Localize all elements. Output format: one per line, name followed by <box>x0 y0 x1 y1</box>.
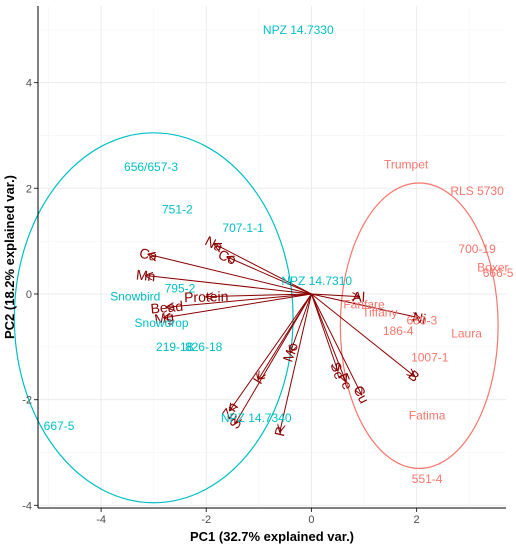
loading-arrow <box>206 294 312 297</box>
sample-label: 219-18 <box>156 340 194 354</box>
sample-labels: NPZ 14.7330 656/657-3 751-2 707-1-1 NPZ 14.7… <box>44 23 514 486</box>
loading-arrow <box>311 294 358 297</box>
sample-label: Laura <box>451 327 482 341</box>
group-ellipse <box>339 182 499 469</box>
group-ellipse <box>13 132 294 504</box>
loading-arrow <box>167 293 312 307</box>
x-tick-label: 0 <box>308 514 314 526</box>
loading-label: Cu <box>350 383 372 406</box>
sample-label: 751-2 <box>162 202 193 216</box>
y-tick-label: 4 <box>26 78 32 90</box>
loading-label: Mo <box>280 340 302 364</box>
loading-arrow <box>227 257 312 295</box>
sample-label: 1007-1 <box>411 350 449 364</box>
x-tick-label: -2 <box>201 514 211 526</box>
sample-label: 700-19 <box>458 242 496 256</box>
loading-label: Fe <box>335 371 356 392</box>
loading-arrow <box>310 293 361 394</box>
loading-label: Mn <box>135 266 156 284</box>
loading-arrow <box>148 254 312 295</box>
loading-label: Ni <box>411 309 427 327</box>
loading-arrow <box>310 293 337 371</box>
sample-label: NPZ 14.7310 <box>281 274 352 288</box>
sample-label: 826-18 <box>185 340 223 354</box>
y-tick-label: -2 <box>22 395 32 407</box>
loading-label: Co <box>216 246 239 268</box>
x-tick-label: 2 <box>414 514 420 526</box>
sample-label: Fatima <box>409 409 446 423</box>
loading-label: Protein <box>184 288 229 305</box>
loading-label: Mg <box>153 308 175 327</box>
loading-label: Ca <box>138 244 159 264</box>
y-tick-label: 0 <box>26 289 32 301</box>
loading-label: P <box>271 425 289 438</box>
loading-arrow <box>310 293 345 381</box>
axes: -4 -2 0 2 -4 -2 0 2 4 <box>22 6 506 526</box>
sample-label: RLS 5730 <box>450 184 504 198</box>
loading-label: Al <box>352 288 365 305</box>
loading-arrow <box>214 244 312 295</box>
loading-arrow <box>311 293 419 318</box>
loading-label: Bead <box>150 298 184 317</box>
sample-label: 795-2 <box>165 282 196 296</box>
loading-arrow <box>311 293 414 376</box>
loading-arrow <box>235 293 312 423</box>
loading-label: Na <box>203 233 226 256</box>
loading-arrow <box>164 293 312 318</box>
sample-label: 666-5 <box>483 266 514 280</box>
sample-label: Snowdrop <box>135 316 189 330</box>
sample-label: Tiffany <box>362 305 397 319</box>
loading-arrow <box>230 293 312 410</box>
sample-label: 656/657-3 <box>124 160 178 174</box>
sample-label: NPZ 14.7330 <box>263 23 334 37</box>
sample-label: Snowbird <box>110 290 160 304</box>
y-axis-title: PC2 (18.2% explained var.) <box>2 175 17 339</box>
sample-label: 186-4 <box>383 324 414 338</box>
group-ellipses <box>13 132 499 504</box>
loading-label: B <box>405 367 422 385</box>
x-tick-label: -4 <box>96 514 106 526</box>
sample-label: Fanfare <box>343 298 385 312</box>
sample-label: NPZ 14.7340 <box>221 411 292 425</box>
sample-label: Boxer <box>477 261 508 275</box>
sample-label: 707-1-1 <box>222 221 264 235</box>
sample-label: 689-3 <box>407 313 438 327</box>
sample-label: 551-4 <box>412 472 443 486</box>
y-tick-label: -4 <box>22 500 32 512</box>
x-axis-title: PC1 (32.7% explained var.) <box>190 529 354 544</box>
loading-arrow <box>280 293 312 431</box>
sample-label: Trumpet <box>384 158 429 172</box>
sample-label: 667-5 <box>44 419 75 433</box>
grid <box>38 6 506 508</box>
loading-arrow <box>146 275 312 295</box>
y-tick-label: 2 <box>26 183 32 195</box>
loading-arrow <box>290 293 312 352</box>
